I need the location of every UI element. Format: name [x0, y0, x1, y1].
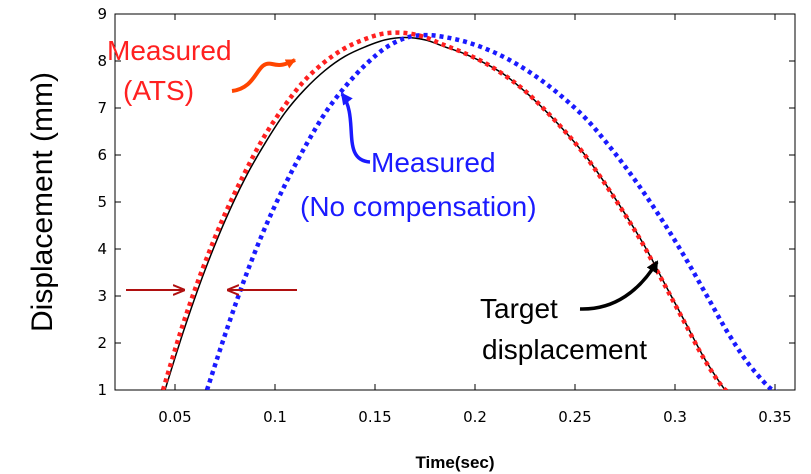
annotation-target-line2: displacement: [482, 334, 647, 365]
y-tick-label: 3: [97, 287, 107, 305]
series-line-measured-no-compensation: [204, 32, 778, 390]
y-tick-label: 1: [97, 381, 107, 399]
series-line-measured-ats: [160, 30, 730, 390]
y-tick-label: 8: [97, 52, 107, 70]
target-arrow: [579, 260, 659, 311]
x-tick-label: 0.3: [663, 408, 687, 426]
annotation-target-line1: Target: [480, 293, 558, 324]
measured-no-comp-arrow: [340, 92, 371, 164]
x-tick-label: 0.15: [358, 408, 391, 426]
y-tick-label: 9: [97, 5, 107, 23]
axis-ticks: 1 2 3 4 5 6 7 8 9 0.05 0.1 0.15 0.2 0.25 0.3 0.35: [97, 5, 795, 426]
x-tick-label: 0.2: [463, 408, 487, 426]
annotation-measured-ats: Measured (ATS): [107, 35, 296, 106]
annotation-target: Target displacement: [480, 260, 659, 365]
y-tick-label: 7: [97, 99, 107, 117]
x-tick-label: 0.1: [263, 408, 287, 426]
x-tick-label: 0.05: [158, 408, 191, 426]
measured-ats-arrow: [231, 58, 296, 93]
annotation-measured-no-comp-line1: Measured: [371, 147, 496, 178]
series-group: [160, 30, 778, 390]
annotation-measured-ats-line1: Measured: [107, 35, 232, 66]
annotation-measured-no-comp: Measured (No compensation): [300, 92, 537, 222]
x-axis-label: Time(sec): [415, 453, 494, 472]
annotation-measured-no-comp-line2: (No compensation): [300, 191, 537, 222]
x-tick-label: 0.35: [758, 408, 791, 426]
y-tick-label: 5: [97, 193, 107, 211]
x-tick-label: 0.25: [558, 408, 591, 426]
y-tick-label: 4: [97, 240, 107, 258]
y-tick-label: 2: [97, 334, 107, 352]
y-axis-label: Displacement (mm): [26, 72, 59, 332]
y-tick-label: 6: [97, 146, 107, 164]
annotation-measured-ats-line2: (ATS): [123, 75, 194, 106]
